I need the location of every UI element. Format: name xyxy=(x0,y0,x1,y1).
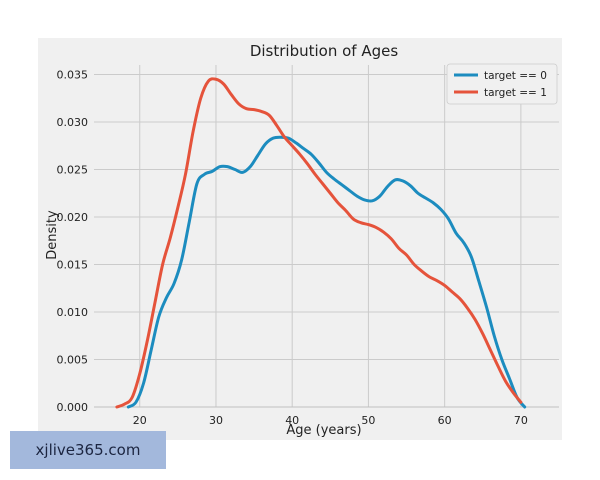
x-axis-ticks: 20 30 40 50 60 70 xyxy=(133,414,528,427)
x-tick-label: 50 xyxy=(361,414,375,427)
y-tick-label: 0.010 xyxy=(57,306,89,319)
y-tick-label: 0.015 xyxy=(57,259,89,272)
y-tick-label: 0.020 xyxy=(57,211,89,224)
legend-label-target-0: target == 0 xyxy=(484,70,547,82)
chart-title: Distribution of Ages xyxy=(250,42,399,60)
x-tick-label: 40 xyxy=(285,414,299,427)
watermark-label: xjlive365.com xyxy=(10,431,166,469)
x-axis-label: Age (years) xyxy=(286,423,361,438)
y-tick-label: 0.030 xyxy=(57,116,89,129)
chart-figure: Distribution of Ages 0.000 0.005 0.010 0.01… xyxy=(38,38,562,440)
x-tick-label: 30 xyxy=(209,414,223,427)
y-tick-label: 0.025 xyxy=(57,164,89,177)
series-line-target-0 xyxy=(126,135,527,409)
legend-label-target-1: target == 1 xyxy=(484,87,547,99)
y-axis-ticks: 0.000 0.005 0.010 0.015 0.020 0.025 0.030 0.035 xyxy=(57,69,89,415)
y-tick-label: 0.035 xyxy=(57,69,89,82)
x-tick-label: 20 xyxy=(133,414,147,427)
series-lines xyxy=(115,77,527,409)
grid-lines xyxy=(94,65,559,408)
y-tick-label: 0.005 xyxy=(57,354,89,367)
series-line-target-1 xyxy=(115,77,523,409)
x-tick-label: 70 xyxy=(514,414,528,427)
chart-canvas: Distribution of Ages 0.000 0.005 0.010 0.01… xyxy=(45,42,559,438)
y-tick-label: 0.000 xyxy=(57,401,89,414)
legend: target == 0 target == 1 xyxy=(446,63,558,105)
y-axis-label: Density xyxy=(45,210,60,260)
x-tick-label: 60 xyxy=(438,414,452,427)
